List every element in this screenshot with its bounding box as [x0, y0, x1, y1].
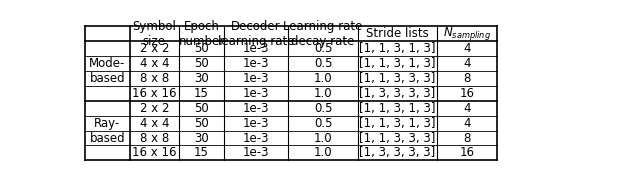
- Text: [1, 1, 3, 1, 3]: [1, 1, 3, 1, 3]: [359, 102, 436, 115]
- Text: 30: 30: [194, 72, 209, 85]
- Text: 0.5: 0.5: [314, 57, 332, 70]
- Text: 8: 8: [463, 72, 470, 85]
- Text: 4: 4: [463, 102, 470, 115]
- Text: 50: 50: [194, 102, 209, 115]
- Text: 4 x 4: 4 x 4: [140, 57, 169, 70]
- Text: 15: 15: [194, 147, 209, 159]
- Text: 16: 16: [460, 87, 474, 100]
- Text: 1.0: 1.0: [314, 87, 332, 100]
- Text: 50: 50: [194, 117, 209, 130]
- Text: 15: 15: [194, 87, 209, 100]
- Text: 4: 4: [463, 57, 470, 70]
- Text: 1e-3: 1e-3: [243, 42, 269, 55]
- Text: 50: 50: [194, 42, 209, 55]
- Text: [1, 3, 3, 3, 3]: [1, 3, 3, 3, 3]: [359, 147, 436, 159]
- Text: 1.0: 1.0: [314, 72, 332, 85]
- Text: [1, 1, 3, 3, 3]: [1, 1, 3, 3, 3]: [359, 132, 436, 144]
- Text: 1e-3: 1e-3: [243, 57, 269, 70]
- Text: 4: 4: [463, 42, 470, 55]
- Text: Learning rate
decay rate: Learning rate decay rate: [284, 20, 363, 48]
- Text: 8: 8: [463, 132, 470, 144]
- Text: Mode-
based: Mode- based: [89, 57, 125, 85]
- Text: 1e-3: 1e-3: [243, 102, 269, 115]
- Text: 0.5: 0.5: [314, 117, 332, 130]
- Text: Ray-
based: Ray- based: [90, 117, 125, 145]
- Text: 16: 16: [460, 147, 474, 159]
- Text: 1e-3: 1e-3: [243, 72, 269, 85]
- Text: 0.5: 0.5: [314, 102, 332, 115]
- Text: [1, 3, 3, 3, 3]: [1, 3, 3, 3, 3]: [359, 87, 436, 100]
- Text: 1e-3: 1e-3: [243, 132, 269, 144]
- Text: 8 x 8: 8 x 8: [140, 132, 169, 144]
- Text: 1.0: 1.0: [314, 147, 332, 159]
- Text: 16 x 16: 16 x 16: [132, 87, 177, 100]
- Text: [1, 1, 3, 3, 3]: [1, 1, 3, 3, 3]: [359, 72, 436, 85]
- Text: 1e-3: 1e-3: [243, 117, 269, 130]
- Text: 8 x 8: 8 x 8: [140, 72, 169, 85]
- Text: Decoder
learning rate: Decoder learning rate: [218, 20, 294, 48]
- Text: [1, 1, 3, 1, 3]: [1, 1, 3, 1, 3]: [359, 42, 436, 55]
- Text: 50: 50: [194, 57, 209, 70]
- Text: 1e-3: 1e-3: [243, 147, 269, 159]
- Text: 0.5: 0.5: [314, 42, 332, 55]
- Text: 4: 4: [463, 117, 470, 130]
- Text: 4 x 4: 4 x 4: [140, 117, 169, 130]
- Text: 16 x 16: 16 x 16: [132, 147, 177, 159]
- Text: 2 x 2: 2 x 2: [140, 102, 169, 115]
- Text: Symbol
size: Symbol size: [132, 20, 177, 48]
- Text: Stride lists: Stride lists: [366, 27, 429, 40]
- Text: 2 x 2: 2 x 2: [140, 42, 169, 55]
- Text: 30: 30: [194, 132, 209, 144]
- Text: [1, 1, 3, 1, 3]: [1, 1, 3, 1, 3]: [359, 57, 436, 70]
- Text: [1, 1, 3, 1, 3]: [1, 1, 3, 1, 3]: [359, 117, 436, 130]
- Text: Epoch
number: Epoch number: [179, 20, 225, 48]
- Text: 1.0: 1.0: [314, 132, 332, 144]
- Text: 1e-3: 1e-3: [243, 87, 269, 100]
- Text: $N_{\mathit{sampling}}$: $N_{\mathit{sampling}}$: [443, 25, 491, 42]
